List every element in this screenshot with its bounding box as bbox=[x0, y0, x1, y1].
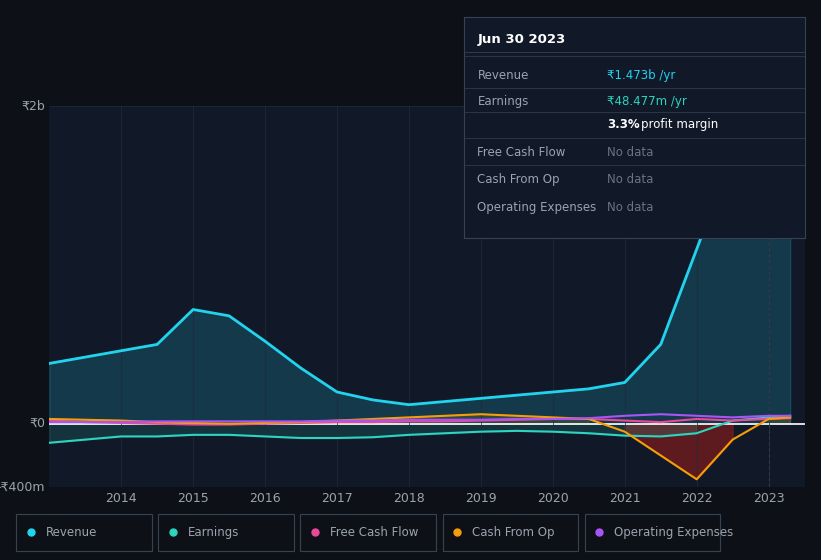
FancyBboxPatch shape bbox=[443, 514, 578, 551]
Text: ₹0: ₹0 bbox=[30, 417, 45, 430]
Text: Free Cash Flow: Free Cash Flow bbox=[330, 526, 419, 539]
FancyBboxPatch shape bbox=[300, 514, 436, 551]
Text: ₹1.473b /yr: ₹1.473b /yr bbox=[607, 69, 676, 82]
Text: Operating Expenses: Operating Expenses bbox=[478, 200, 597, 213]
FancyBboxPatch shape bbox=[158, 514, 294, 551]
Text: Jun 30 2023: Jun 30 2023 bbox=[478, 34, 566, 46]
Text: ₹48.477m /yr: ₹48.477m /yr bbox=[607, 95, 687, 109]
Text: Operating Expenses: Operating Expenses bbox=[614, 526, 733, 539]
Text: Cash From Op: Cash From Op bbox=[478, 173, 560, 186]
Text: -₹400m: -₹400m bbox=[0, 480, 45, 494]
FancyBboxPatch shape bbox=[585, 514, 720, 551]
Text: Free Cash Flow: Free Cash Flow bbox=[478, 146, 566, 160]
Text: No data: No data bbox=[607, 173, 654, 186]
Text: Earnings: Earnings bbox=[188, 526, 240, 539]
Text: ₹2b: ₹2b bbox=[21, 100, 45, 113]
Text: No data: No data bbox=[607, 200, 654, 213]
Text: No data: No data bbox=[607, 146, 654, 160]
Text: profit margin: profit margin bbox=[641, 118, 718, 130]
Text: Earnings: Earnings bbox=[478, 95, 529, 109]
FancyBboxPatch shape bbox=[16, 514, 152, 551]
Text: Cash From Op: Cash From Op bbox=[472, 526, 554, 539]
Text: Revenue: Revenue bbox=[478, 69, 529, 82]
Text: 3.3%: 3.3% bbox=[607, 118, 640, 130]
Text: Revenue: Revenue bbox=[46, 526, 98, 539]
